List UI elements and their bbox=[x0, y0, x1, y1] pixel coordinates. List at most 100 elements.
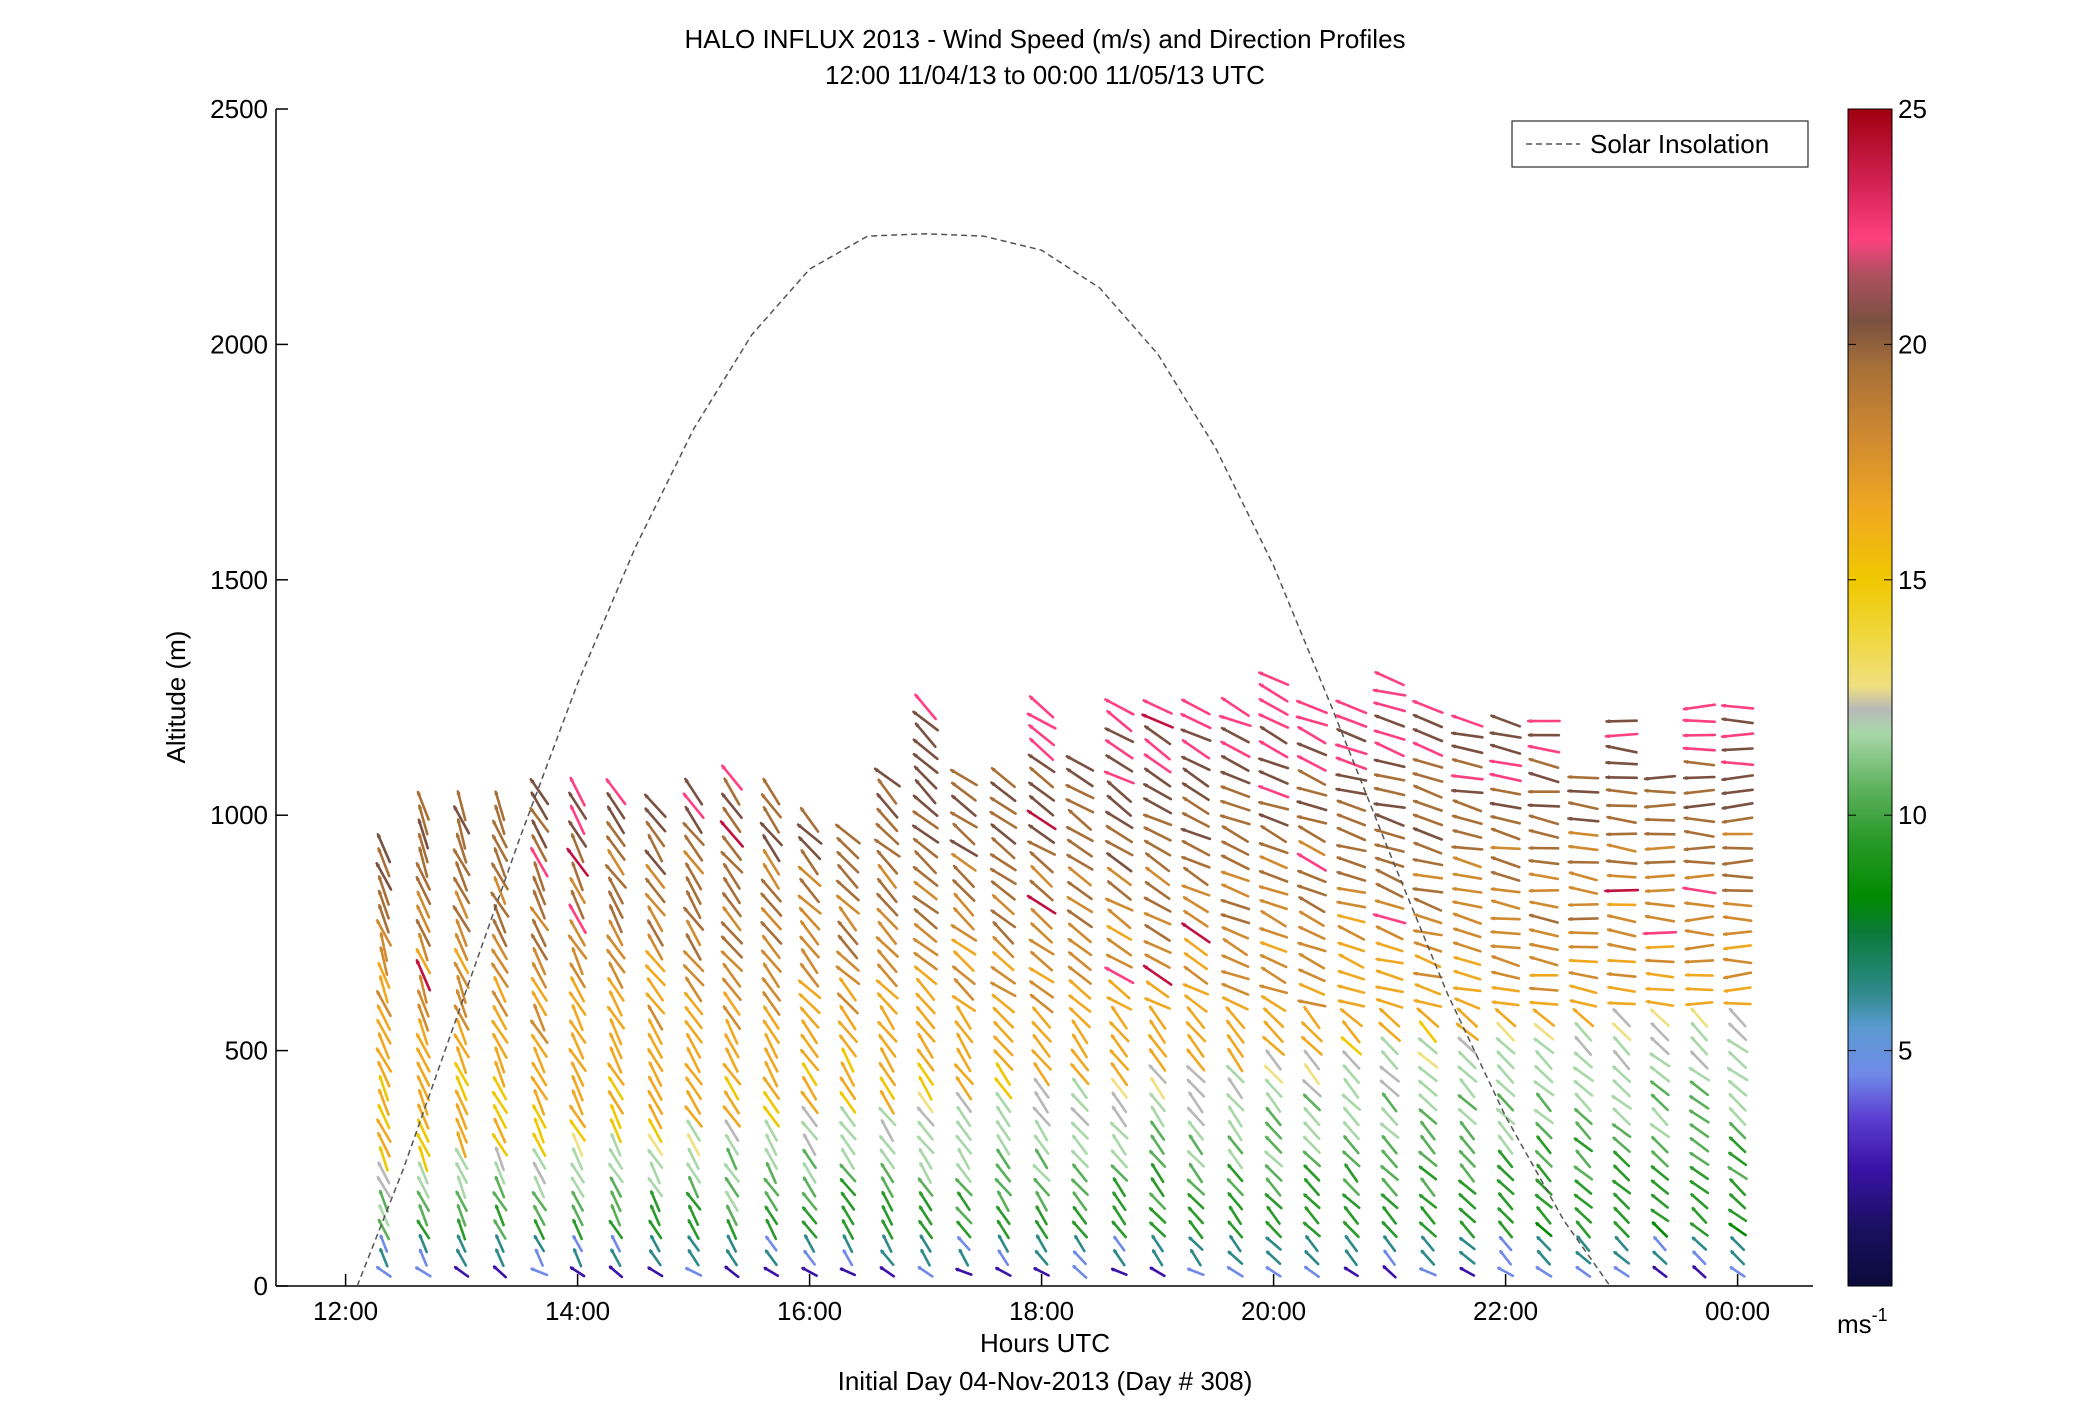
wind-vector bbox=[645, 992, 666, 1015]
wind-vector bbox=[1412, 799, 1443, 812]
wind-vector bbox=[377, 847, 391, 878]
wind-vector bbox=[1489, 743, 1522, 755]
wind-vector-head bbox=[456, 820, 461, 824]
wind-vector-head bbox=[1607, 788, 1612, 792]
wind-vector bbox=[762, 1019, 781, 1044]
wind-vector-head bbox=[530, 848, 535, 853]
wind-vector bbox=[455, 832, 468, 864]
wind-vector-head bbox=[608, 920, 613, 925]
wind-vector-head bbox=[1418, 1052, 1422, 1056]
wind-vector-head bbox=[1453, 714, 1457, 719]
wind-vector-head bbox=[1342, 1151, 1347, 1155]
wind-vector-head bbox=[1298, 815, 1302, 819]
wind-vector-head bbox=[1113, 1249, 1117, 1254]
wind-vector-head bbox=[956, 1221, 961, 1225]
wind-vector-head bbox=[724, 1164, 728, 1168]
wind-vector bbox=[376, 833, 392, 864]
wind-vector-head bbox=[1339, 999, 1343, 1003]
wind-vector bbox=[533, 1046, 546, 1074]
wind-vector bbox=[1682, 733, 1717, 737]
wind-vector bbox=[1490, 916, 1521, 921]
wind-vector bbox=[645, 820, 666, 848]
wind-vector-head bbox=[1575, 1179, 1579, 1184]
wind-vector bbox=[1413, 999, 1443, 1008]
wind-vector-head bbox=[417, 1104, 422, 1109]
wind-vector bbox=[571, 1204, 584, 1227]
wind-vector bbox=[1529, 955, 1559, 967]
wind-vector-head bbox=[841, 1148, 845, 1153]
wind-vector bbox=[917, 1120, 934, 1141]
wind-vector-head bbox=[1260, 899, 1265, 903]
wind-vector-head bbox=[918, 1034, 922, 1038]
wind-vector-head bbox=[992, 838, 996, 842]
wind-vector-head bbox=[956, 1034, 961, 1038]
wind-vector-head bbox=[416, 1133, 421, 1138]
wind-vector-head bbox=[1034, 1092, 1039, 1096]
wind-vector bbox=[417, 1161, 429, 1185]
wind-vector-head bbox=[1607, 775, 1611, 780]
wind-vector-head bbox=[607, 950, 611, 954]
wind-vector bbox=[1336, 856, 1367, 869]
wind-vector-head bbox=[379, 933, 384, 938]
wind-vector-head bbox=[1228, 1149, 1232, 1154]
wind-vector-head bbox=[1722, 760, 1727, 764]
wind-vector bbox=[1335, 743, 1368, 756]
wind-vector bbox=[1226, 1178, 1244, 1197]
wind-vector bbox=[1183, 909, 1209, 928]
wind-vector-head bbox=[531, 1267, 535, 1272]
wind-vector bbox=[836, 992, 859, 1015]
wind-vector-head bbox=[880, 1266, 884, 1270]
wind-vector bbox=[494, 1161, 506, 1185]
wind-vector-head bbox=[1685, 859, 1689, 864]
wind-vector-head bbox=[838, 865, 842, 869]
wind-vector-head bbox=[1419, 1267, 1424, 1271]
wind-vector-head bbox=[1415, 913, 1419, 917]
wind-vector-head bbox=[532, 1105, 536, 1110]
wind-vector bbox=[377, 1218, 391, 1241]
wind-vector bbox=[532, 1161, 547, 1185]
wind-vector-head bbox=[607, 807, 612, 811]
wind-vector-head bbox=[954, 1064, 959, 1068]
wind-vector bbox=[1144, 880, 1171, 901]
wind-vector-head bbox=[1691, 1022, 1695, 1027]
wind-vector bbox=[415, 1033, 431, 1059]
wind-vector-head bbox=[684, 836, 689, 840]
wind-vector-head bbox=[1647, 1000, 1651, 1004]
x-axis-label-2: Initial Day 04-Nov-2013 (Day # 308) bbox=[838, 1366, 1253, 1396]
wind-vector-head bbox=[1686, 987, 1691, 991]
wind-vector-head bbox=[1382, 1265, 1387, 1270]
wind-vector bbox=[1343, 1077, 1360, 1099]
wind-vector-head bbox=[1228, 1120, 1232, 1125]
wind-vector bbox=[1258, 842, 1289, 855]
wind-vector bbox=[1606, 843, 1637, 853]
wind-vector-head bbox=[1492, 887, 1496, 891]
wind-vector bbox=[644, 807, 667, 833]
wind-vector-head bbox=[1530, 1000, 1535, 1005]
wind-vector bbox=[492, 1032, 508, 1059]
wind-vector-head bbox=[1342, 1021, 1347, 1025]
wind-vector bbox=[841, 1047, 855, 1073]
wind-vector-head bbox=[1222, 913, 1226, 917]
wind-vector-head bbox=[1574, 1166, 1578, 1170]
wind-vector bbox=[840, 1134, 856, 1156]
wind-vector bbox=[493, 847, 507, 878]
wind-vector-head bbox=[920, 1249, 924, 1254]
wind-vector bbox=[607, 1162, 624, 1184]
wind-vector bbox=[1451, 744, 1484, 755]
wind-vector-head bbox=[1343, 1135, 1348, 1140]
wind-vector bbox=[1106, 709, 1133, 733]
wind-vector-head bbox=[1107, 938, 1112, 942]
wind-vector bbox=[1298, 952, 1326, 970]
wind-vector-head bbox=[686, 934, 690, 939]
wind-vector bbox=[1220, 754, 1250, 773]
wind-vector-head bbox=[569, 905, 573, 909]
wind-vector-head bbox=[683, 965, 688, 969]
wind-vector-head bbox=[991, 797, 995, 802]
wind-vector-head bbox=[1382, 1178, 1386, 1183]
wind-vector-head bbox=[1535, 1194, 1540, 1198]
wind-vector-head bbox=[761, 794, 766, 798]
wind-vector bbox=[1605, 859, 1638, 866]
wind-vector bbox=[1302, 1150, 1321, 1168]
wind-vector bbox=[1337, 984, 1366, 995]
wind-vector bbox=[1723, 986, 1752, 993]
